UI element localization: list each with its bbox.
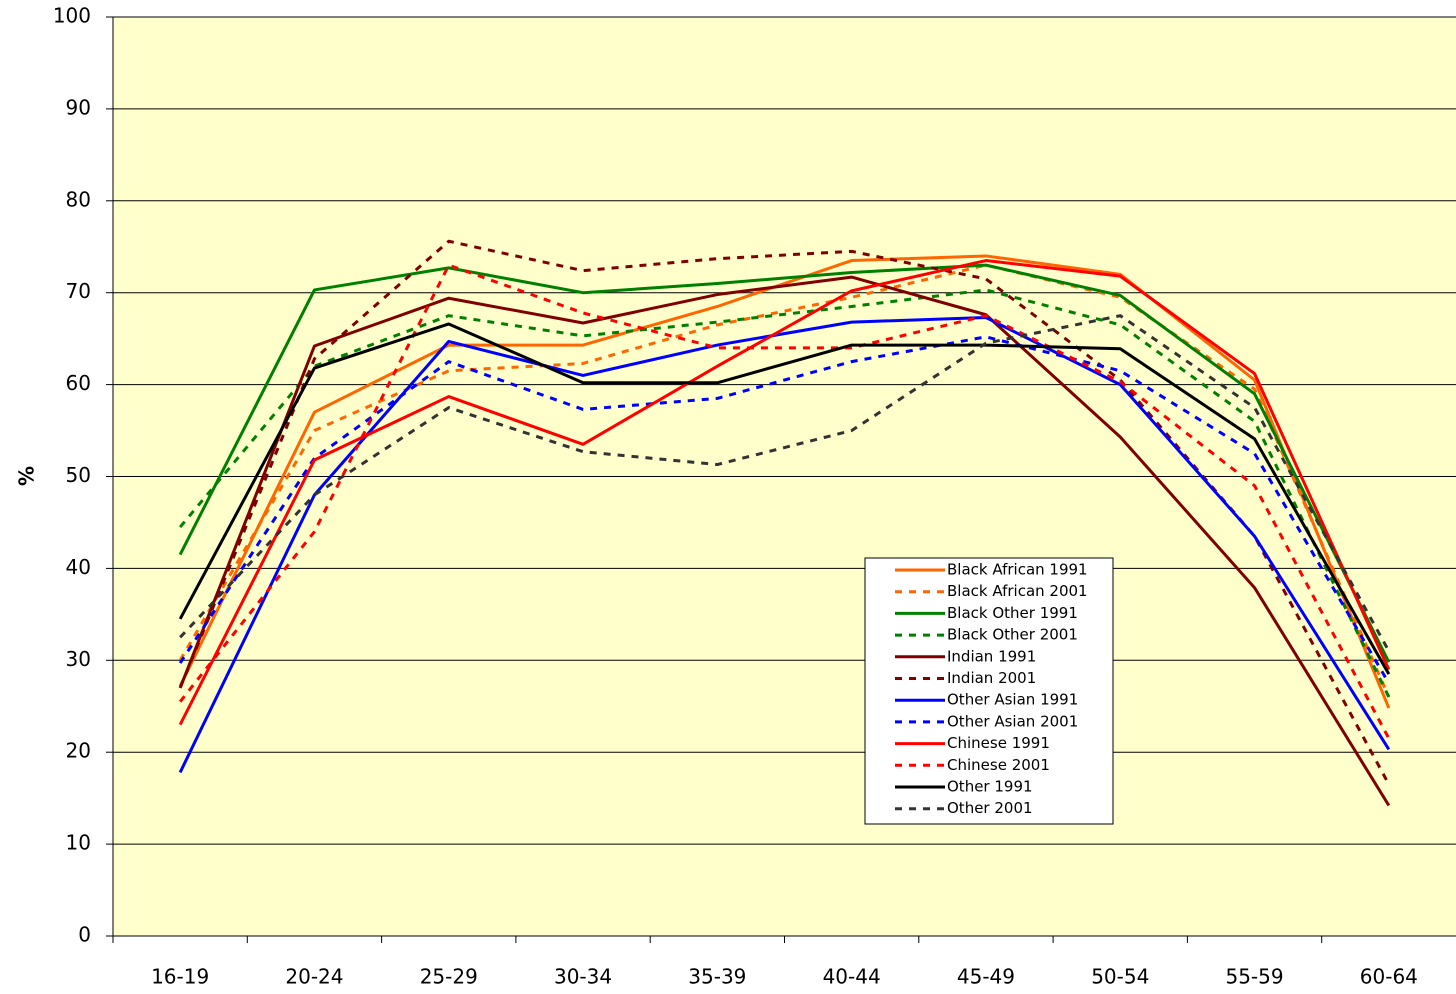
legend [864,557,1114,825]
x-tick-label: 35-39 [688,965,746,989]
legend-label: Other Asian 1991 [947,691,1078,709]
legend-label: Indian 1991 [947,647,1036,665]
x-tick-label: 25-29 [420,965,478,989]
y-axis-label: % [15,466,39,486]
x-tick-label: 30-34 [554,965,612,989]
y-tick-label: 20 [66,739,91,763]
series-line [178,335,1391,685]
series-line [179,314,1391,652]
y-tick-label: 40 [66,555,91,579]
y-tick-label: 80 [66,187,91,211]
series-line [178,288,1391,698]
series-line [178,263,1391,740]
y-tick-label: 30 [66,647,91,671]
legend-label: Black Other 1991 [947,604,1078,622]
legend-label: Other 1991 [947,778,1033,796]
x-tick-label: 20-24 [285,965,343,989]
legend-label: Black African 2001 [947,582,1088,600]
series-line [178,275,1391,807]
legend-label: Other 2001 [947,799,1033,817]
y-tick-label: 70 [66,279,91,303]
x-tick-label: 16-19 [151,965,209,989]
y-tick-label: 60 [66,371,91,395]
series-line [178,254,1391,709]
legend-label: Black African 1991 [947,561,1088,579]
x-tick-label: 45-49 [957,965,1015,989]
series-line [178,239,1391,786]
legend-label: Chinese 2001 [947,756,1050,774]
y-tick-label: 0 [78,923,91,947]
series-line [178,259,1391,726]
y-tick-label: 50 [66,463,91,487]
x-tick-label: 40-44 [823,965,881,989]
legend-label: Black Other 2001 [947,626,1078,644]
y-tick-label: 100 [53,4,91,28]
series-line [178,316,1391,774]
x-tick-label: 60-64 [1360,965,1418,989]
legend-label: Indian 2001 [947,669,1036,687]
series-line [178,263,1391,663]
y-tick-label: 10 [66,831,91,855]
legend-label: Chinese 1991 [947,734,1050,752]
legend-label: Other Asian 2001 [947,712,1078,730]
y-tick-label: 90 [66,95,91,119]
series-line [178,322,1391,675]
x-tick-label: 55-59 [1225,965,1283,989]
x-tick-label: 50-54 [1091,965,1149,989]
